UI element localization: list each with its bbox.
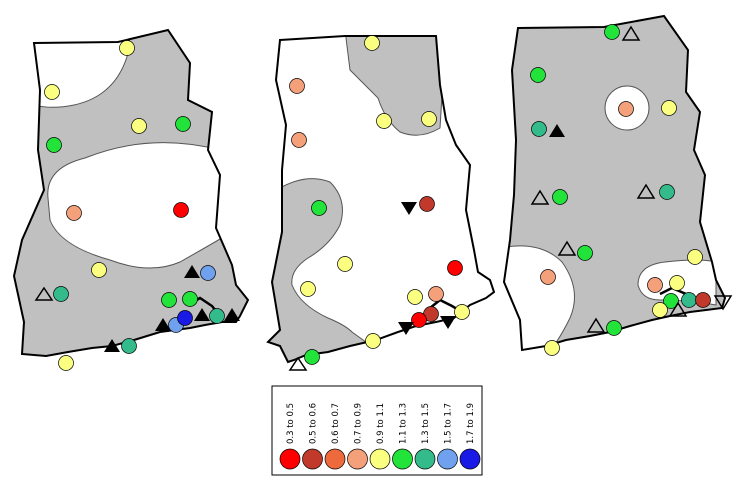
map-3-marker-0-9-to-1-1 — [661, 100, 677, 116]
map-1-marker-filled-triangle-up — [104, 339, 120, 352]
map-1-marker-filled-triangle-up — [224, 308, 240, 321]
map-1-marker-0-9-to-1-1 — [131, 118, 147, 134]
map-3-marker-hollow-triangle-up — [530, 189, 550, 205]
legend-label: 1.3 to 1.5 — [421, 403, 431, 444]
map-1-marker-1-3-to-1-5 — [121, 338, 137, 354]
map-1-marker-1-1-to-1-3 — [175, 116, 191, 132]
map-1-marker-filled-triangle-up — [184, 265, 200, 278]
map-3-marker-1-1-to-1-3 — [552, 189, 568, 205]
map-2-marker-0-5-to-0-6 — [419, 196, 435, 212]
map-2-marker-filled-triangle-down — [398, 322, 414, 335]
map-1-marker-1-3-to-1-5 — [209, 308, 225, 324]
legend-label: 0.9 to 1.1 — [376, 403, 386, 444]
map-3-marker-1-1-to-1-3 — [663, 293, 679, 309]
map-2-marker-hollow-triangle-up — [288, 356, 308, 371]
map-2-marker-0-9-to-1-1 — [421, 111, 437, 127]
map-3-marker-hollow-triangle-up — [557, 240, 577, 256]
map-3-marker-1-1-to-1-3 — [530, 67, 546, 83]
map-1-marker-1-5-to-1-7 — [200, 265, 216, 281]
map-3-marker-0-9-to-1-1 — [652, 302, 668, 318]
map-2-region-gray-southwest — [268, 178, 372, 362]
map-2-marker-0-9-to-1-1 — [407, 289, 423, 305]
map-3-marker-0-9-to-1-1 — [544, 340, 560, 356]
map-3-outline — [502, 14, 727, 352]
legend-swatch — [392, 448, 413, 470]
legend-label: 0.5 to 0.6 — [309, 403, 319, 444]
map-3-marker-hollow-triangle-up — [621, 25, 641, 41]
legend-label: 0.3 to 0.5 — [286, 403, 296, 444]
legend-swatch — [302, 448, 323, 470]
map-3-marker-1-1-to-1-3 — [577, 245, 593, 261]
legend-label: 0.6 to 0.7 — [331, 403, 341, 444]
map-1-marker-1-7-to-1-9 — [177, 310, 193, 326]
map-1-marker-1-1-to-1-3 — [161, 292, 177, 308]
map-1-marker-0-9-to-1-1 — [44, 84, 60, 100]
map-2-marker-0-7-to-0-9 — [289, 78, 305, 94]
map-2-marker-0-9-to-1-1 — [337, 256, 353, 272]
map-1-marker-1-1-to-1-3 — [182, 291, 198, 307]
map-3-marker-hollow-triangle-up — [586, 317, 606, 333]
map-2-marker-0-9-to-1-1 — [300, 281, 316, 297]
map-3-marker-0-9-to-1-1 — [669, 275, 685, 291]
legend-swatch — [369, 448, 391, 470]
map-3-marker-hollow-triangle-up — [636, 183, 656, 199]
map-2-marker-0-7-to-0-9 — [428, 286, 444, 302]
map-3-marker-0-7-to-0-9 — [647, 277, 663, 293]
legend-swatch — [279, 448, 301, 470]
map-2-marker-0-9-to-1-1 — [454, 304, 470, 320]
map-1-outline — [12, 28, 250, 358]
map-3-marker-1-1-to-1-3 — [604, 24, 620, 40]
map-2-marker-0-9-to-1-1 — [364, 35, 380, 51]
map-3-marker-0-7-to-0-9 — [618, 101, 634, 117]
legend: 0.3 to 0.5 0.5 to 0.6 0.6 to 0.7 0.7 to 0.9… — [271, 385, 483, 476]
map-2-marker-0-3-to-0-5 — [447, 260, 463, 276]
map-3-marker-1-3-to-1-5 — [531, 121, 547, 137]
map-1-marker-0-3-to-0-5 — [173, 202, 189, 218]
map-1-marker-1-1-to-1-3 — [46, 137, 62, 153]
legend-label: 1.5 to 1.7 — [444, 403, 454, 444]
map-1-marker-1-3-to-1-5 — [53, 286, 69, 302]
map-2-marker-filled-triangle-down — [440, 316, 456, 329]
map-3-marker-hollow-triangle-up — [668, 301, 688, 317]
map-3-marker-1-3-to-1-5 — [681, 292, 697, 308]
legend-swatch — [347, 448, 368, 470]
legend-swatch — [324, 448, 346, 470]
map-1-marker-hollow-triangle-up — [34, 286, 54, 301]
map-1-marker-0-9-to-1-1 — [119, 40, 135, 56]
map-3-marker-hollow-triangle-down — [713, 295, 733, 311]
map-2-marker-1-1-to-1-3 — [304, 349, 320, 365]
map-1-marker-filled-triangle-up — [194, 308, 210, 321]
map-panel-1 — [12, 28, 250, 371]
legend-label: 1.7 to 1.9 — [466, 403, 476, 444]
map-3-marker-0-7-to-0-9 — [540, 269, 556, 285]
map-2-marker-0-9-to-1-1 — [365, 333, 381, 349]
map-1-marker-0-9-to-1-1 — [58, 355, 74, 371]
map-1-marker-filled-triangle-up — [155, 318, 171, 331]
map-panel-3 — [502, 14, 733, 356]
legend-swatch — [459, 448, 481, 470]
map-2-marker-0-3-to-0-5 — [411, 312, 427, 328]
legend-label: 0.7 to 0.9 — [354, 403, 364, 444]
map-2-marker-0-7-to-0-9 — [291, 132, 307, 148]
map-2-marker-0-9-to-1-1 — [376, 113, 392, 129]
map-3-marker-1-1-to-1-3 — [606, 320, 622, 336]
map-3-marker-0-5-to-0-6 — [695, 292, 711, 308]
legend-swatch — [437, 448, 458, 470]
map-3-marker-0-9-to-1-1 — [687, 249, 703, 265]
map-1-marker-0-7-to-0-9 — [66, 205, 82, 221]
legend-items: 0.3 to 0.5 0.5 to 0.6 0.6 to 0.7 0.7 to 0.9… — [279, 403, 481, 470]
map-2-marker-filled-triangle-down — [401, 202, 417, 215]
legend-swatch — [414, 448, 436, 470]
map-panel-2 — [266, 35, 496, 371]
map-2-marker-1-1-to-1-3 — [311, 200, 327, 216]
map-1-region-white-central — [47, 142, 233, 269]
map-3-marker-1-3-to-1-5 — [659, 184, 675, 200]
map-3-marker-filled-triangle-up — [549, 124, 565, 137]
map-1-marker-0-9-to-1-1 — [91, 262, 107, 278]
legend-label: 1.1 to 1.3 — [399, 403, 409, 444]
